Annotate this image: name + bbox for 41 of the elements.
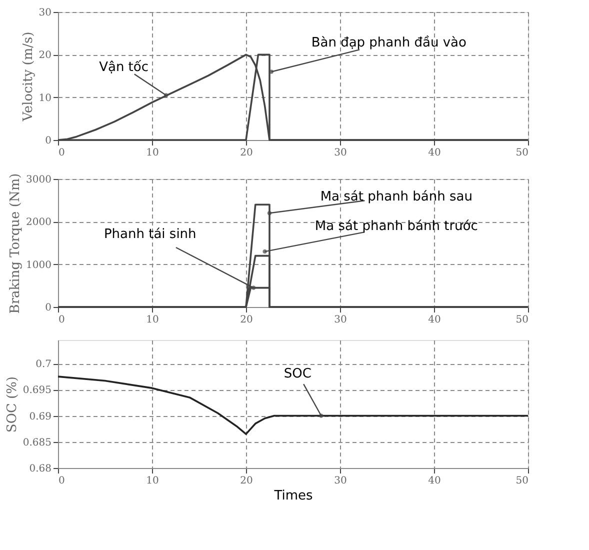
annotation: Bàn đạp phanh đầu vào xyxy=(311,34,466,50)
y-tick-label: 0.685 xyxy=(22,437,52,448)
annotation: Phanh tái sinh xyxy=(104,227,196,242)
x-tick-label: 10 xyxy=(146,476,159,486)
y-tick-label: 0.7 xyxy=(36,359,52,370)
annotation: Vận tốc xyxy=(99,60,149,76)
x-tick-label: 30 xyxy=(334,476,347,486)
y-tick-label: 30 xyxy=(38,8,52,18)
y-tick-label: 10 xyxy=(38,92,52,104)
x-tick-label: 20 xyxy=(240,314,253,326)
y-tick-label: 0.695 xyxy=(22,385,52,396)
annotation: Ma sát phanh bánh sau xyxy=(320,189,472,204)
x-tick-label: 40 xyxy=(428,314,441,326)
x-tick-label: 50 xyxy=(516,148,528,158)
x-tick-label: 10 xyxy=(146,314,159,326)
x-tick-label: 20 xyxy=(240,148,253,158)
annotation: SOC xyxy=(284,366,312,382)
x-tick-label: 0 xyxy=(58,314,65,326)
y-tick-label: 0.68 xyxy=(29,464,52,474)
x-tick-label: 40 xyxy=(428,476,441,486)
x-tick-label: 0 xyxy=(58,148,65,158)
y-tick-label: 0 xyxy=(45,136,52,146)
x-axis-title: Times xyxy=(273,488,314,504)
x-tick-label: 30 xyxy=(334,314,347,326)
y-axis-title: Velocity (m/s) xyxy=(20,32,36,122)
x-tick-label: 50 xyxy=(516,476,528,486)
y-tick-label: 0 xyxy=(45,302,52,314)
x-tick-label: 20 xyxy=(240,476,253,486)
y-axis-title: Braking Torque (Nm) xyxy=(8,173,24,314)
x-tick-label: 30 xyxy=(334,148,347,158)
y-tick-label: 0.69 xyxy=(29,411,52,422)
y-tick-label: 1000 xyxy=(26,260,52,271)
x-tick-label: 10 xyxy=(146,148,159,158)
y-tick-label: 2000 xyxy=(26,217,52,228)
x-tick-label: 50 xyxy=(516,314,528,326)
x-tick-label: 0 xyxy=(58,476,65,486)
x-tick-label: 40 xyxy=(428,148,441,158)
annotation: Ma sát phanh bánh trước xyxy=(314,218,478,234)
y-tick-label: 20 xyxy=(38,50,52,62)
y-tick-label: 3000 xyxy=(26,174,52,186)
y-axis-title: SOC (%) xyxy=(4,376,20,433)
